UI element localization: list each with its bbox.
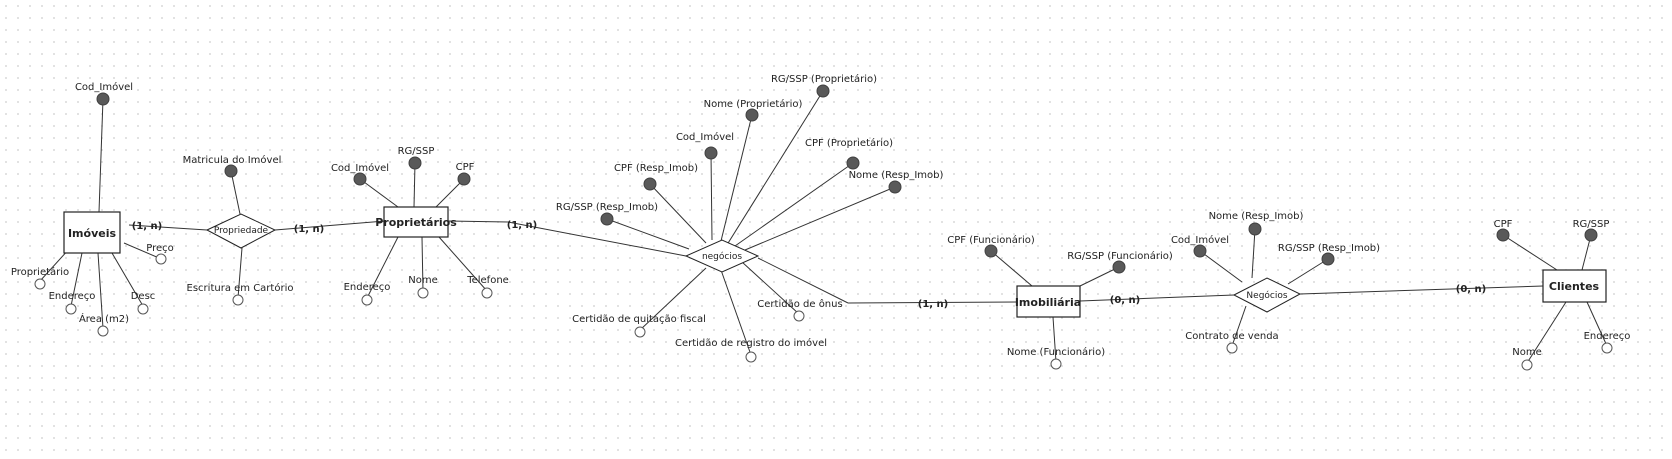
attribute-dot	[417, 287, 429, 299]
attr-proprietarios-endereco: Endereço	[344, 282, 391, 293]
attribute-dot	[1226, 342, 1238, 354]
attr-negocios-cod-imovel: Cod_Imóvel	[676, 131, 734, 143]
attr-negocios-cert-quitacao: Certidão de quitação fiscal	[572, 314, 706, 325]
key-attribute-dot	[408, 156, 422, 170]
attr-imoveis-preco: Preço	[146, 243, 174, 254]
attr-negocios-cpf-prop: CPF (Proprietário)	[805, 137, 893, 149]
key-attribute-dot	[457, 172, 471, 186]
attr-clientes-endereco: Endereço	[1584, 331, 1631, 342]
attr-clientes-rg-ssp: RG/SSP	[1573, 219, 1610, 230]
key-attribute-dot	[1193, 244, 1207, 258]
cardinality-neg-imobiliaria: (1, n)	[918, 299, 949, 310]
key-attribute-dot	[1112, 260, 1126, 274]
attr-imoveis-desc: Desc	[131, 291, 156, 302]
cardinality-neg-clientes: (0, n)	[1456, 284, 1487, 295]
entity-imobiliaria-label: Imobiliária	[1015, 296, 1081, 309]
attribute-dot	[232, 294, 244, 306]
attribute-dot	[97, 325, 109, 337]
attribute-dot	[793, 310, 805, 322]
attr-imobiliaria-rg-func: RG/SSP (Funcionário)	[1067, 250, 1173, 262]
attr-imoveis-proprietario: Proprietário	[11, 266, 69, 278]
cardinality-proprietarios-neg: (1, n)	[507, 220, 538, 231]
key-attribute-dot	[1496, 228, 1510, 242]
cardinality-prop-proprietarios: (1, n)	[294, 224, 325, 235]
attr-proprietarios-rg-ssp: RG/SSP	[398, 146, 435, 157]
entity-proprietarios[interactable]: Proprietários	[375, 206, 457, 238]
key-attribute-dot	[96, 92, 110, 106]
cardinality-imoveis-prop: (1, n)	[132, 221, 163, 232]
attr-imobiliaria-cpf-func: CPF (Funcionário)	[947, 234, 1035, 246]
attr-clientes-cpf: CPF	[1494, 219, 1513, 230]
attr-negocios-cli-nome-resp: Nome (Resp_Imob)	[1209, 211, 1304, 222]
attr-negocios-nome-prop: Nome (Proprietário)	[704, 98, 803, 110]
entity-clientes[interactable]: Clientes	[1542, 269, 1607, 303]
attribute-dot	[1050, 358, 1062, 370]
relationship-negocios-cli[interactable]: Negócios	[1232, 277, 1302, 313]
relationship-propriedade[interactable]: Propriedade	[205, 213, 277, 249]
key-attribute-dot	[704, 146, 718, 160]
key-attribute-dot	[643, 177, 657, 191]
attr-proprietarios-cpf: CPF	[456, 162, 475, 173]
key-attribute-dot	[888, 180, 902, 194]
attr-propriedade-escritura: Escritura em Cartório	[187, 282, 294, 294]
attr-propriedade-matricula: Matricula do Imóvel	[183, 154, 282, 166]
key-attribute-dot	[745, 108, 759, 122]
relationship-negocios-prop-label: negócios	[702, 251, 742, 262]
attribute-dot	[65, 303, 77, 315]
key-attribute-dot	[1321, 252, 1335, 266]
attr-negocios-cli-cod-imovel: Cod_Imóvel	[1171, 234, 1229, 246]
attribute-dot	[137, 303, 149, 315]
entity-imoveis[interactable]: Imóveis	[63, 211, 121, 254]
attr-imobiliaria-nome-func: Nome (Funcionário)	[1007, 346, 1105, 358]
attr-negocios-nome-resp: Nome (Resp_Imob)	[849, 170, 944, 181]
attr-negocios-cli-rg-resp: RG/SSP (Resp_Imob)	[1278, 243, 1380, 254]
key-attribute-dot	[816, 84, 830, 98]
attribute-dot	[155, 253, 167, 265]
relationship-propriedade-label: Propriedade	[214, 226, 269, 236]
attribute-dot	[1601, 342, 1613, 354]
relationship-negocios-cli-label: Negócios	[1246, 290, 1287, 301]
attr-negocios-cert-registro: Certidão de registro do imóvel	[675, 337, 827, 349]
relationship-negocios-prop[interactable]: negócios	[684, 239, 760, 273]
attribute-dot	[481, 287, 493, 299]
entity-proprietarios-label: Proprietários	[375, 216, 457, 229]
attribute-dot	[1521, 359, 1533, 371]
entity-imobiliaria[interactable]: Imobiliária	[1015, 285, 1081, 318]
attr-negocios-cli-contrato: Contrato de venda	[1185, 331, 1278, 342]
key-attribute-dot	[600, 212, 614, 226]
attr-negocios-cert-onus: Certidão de ônus	[757, 298, 842, 310]
attr-imoveis-endereco: Endereço	[49, 291, 96, 302]
attr-negocios-cpf-resp: CPF (Resp_Imob)	[614, 163, 698, 174]
attr-imoveis-area: Área (m2)	[79, 312, 129, 325]
key-attribute-dot	[224, 164, 238, 178]
attr-negocios-rg-resp: RG/SSP (Resp_Imob)	[556, 202, 658, 213]
key-attribute-dot	[1248, 222, 1262, 236]
key-attribute-dot	[1584, 228, 1598, 242]
entity-clientes-label: Clientes	[1549, 280, 1600, 293]
entity-imoveis-label: Imóveis	[68, 227, 117, 240]
attribute-markers	[34, 84, 1613, 371]
attr-proprietarios-nome: Nome	[408, 275, 438, 286]
attr-negocios-rg-prop: RG/SSP (Proprietário)	[771, 73, 877, 85]
attribute-dot	[745, 351, 757, 363]
attr-proprietarios-telefone: Telefone	[466, 275, 509, 286]
attribute-dot	[34, 278, 46, 290]
key-attribute-dot	[984, 244, 998, 258]
key-attribute-dot	[846, 156, 860, 170]
attr-clientes-nome: Nome	[1512, 347, 1542, 358]
connectors	[39, 90, 1608, 364]
attr-imoveis-cod-imovel: Cod_Imóvel	[75, 81, 133, 93]
attribute-labels: Cod_Imóvel Proprietário Endereço Área (m…	[11, 73, 1631, 358]
cardinality-imobiliaria-neg: (0, n)	[1110, 295, 1141, 306]
key-attribute-dot	[353, 172, 367, 186]
attr-proprietarios-cod-imovel: Cod_Imóvel	[331, 162, 389, 174]
attribute-dot	[634, 326, 646, 338]
attribute-dot	[361, 294, 373, 306]
